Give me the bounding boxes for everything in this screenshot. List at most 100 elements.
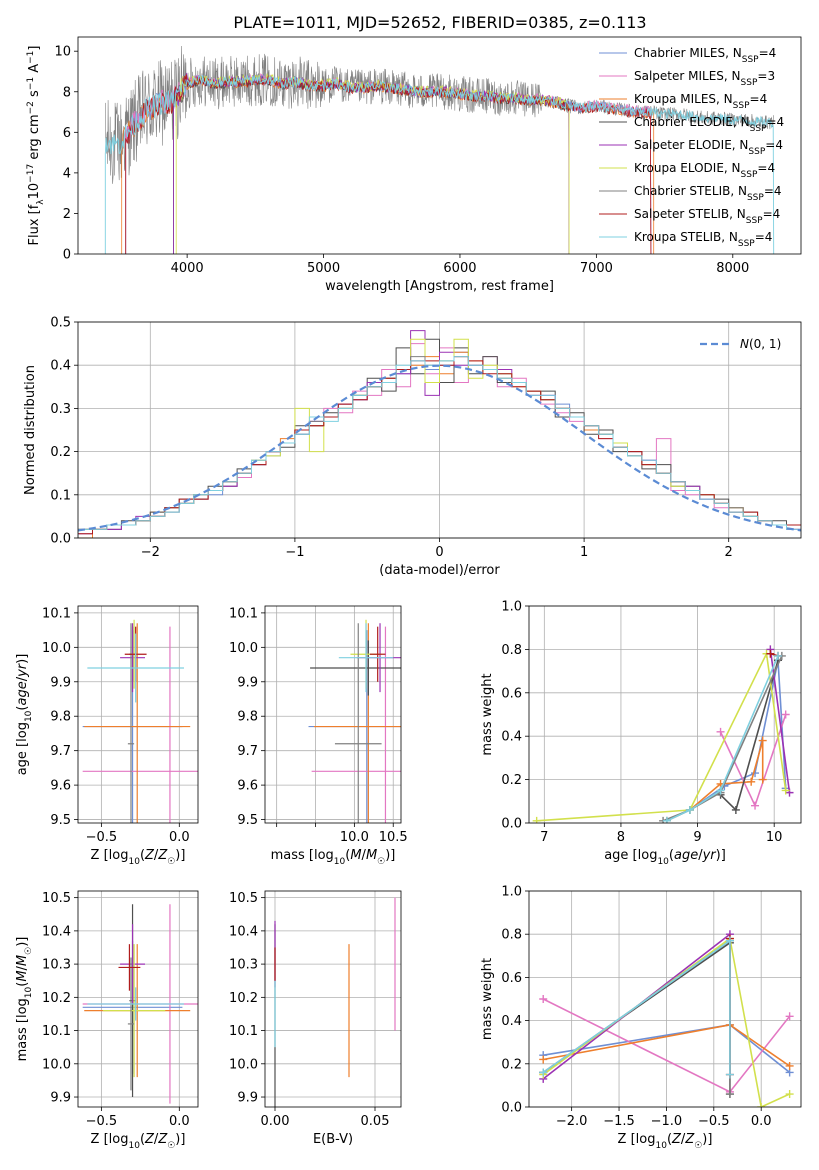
y-tick-label: 10.0: [42, 1057, 71, 1072]
y-tick-label: 0.1: [50, 488, 71, 503]
label-part: M: [15, 955, 30, 966]
panel-residuals: −2 −1 0 1 2 0.0 0.1 0.2 0.3 0.4 0.5 N(0, 1) (data-mo…: [23, 316, 802, 578]
label-part: mass weight: [480, 673, 495, 755]
label-part: 10: [657, 857, 669, 867]
weight-series-line: [662, 655, 783, 822]
weight-series-line: [769, 649, 791, 793]
label-part: SSP: [741, 78, 758, 88]
label-part: mass [log: [15, 998, 30, 1061]
x-axis-label: (data-model)/error: [379, 563, 500, 578]
label-part: =4: [750, 92, 768, 106]
x-tick-label: 0.0: [169, 830, 190, 845]
weight-marker: [785, 1090, 794, 1099]
y-tick-label: 0.8: [501, 928, 522, 943]
x-tick-label: 10.5: [379, 830, 408, 845]
x-tick-label: 2: [725, 545, 733, 560]
label-part: 10: [27, 183, 42, 200]
label-part: /: [362, 848, 367, 863]
label-part: wavelength [Angstrom, rest frame]: [325, 279, 554, 294]
y-tick-label: 0.0: [501, 817, 522, 832]
y-tick-label: 0.4: [50, 359, 71, 374]
weight-marker: [539, 995, 548, 1003]
y-tick-label: 4: [63, 166, 71, 181]
y-tick-label: 10.0: [229, 641, 258, 656]
weight-series-line: [542, 939, 731, 1094]
label-part: SSP: [748, 147, 765, 157]
y-tick-label: 10: [54, 45, 71, 60]
x-tick-label: 0.0: [751, 1114, 772, 1129]
label-part: (: [669, 848, 674, 863]
label-part: s: [27, 90, 42, 101]
label-part: mass weight: [480, 958, 495, 1040]
label-part: )]: [702, 1132, 712, 1147]
label-part: 10: [334, 857, 346, 867]
weight-marker: [539, 1055, 548, 1064]
weight-series-line: [666, 740, 764, 822]
y-tick-label: 0.2: [501, 773, 522, 788]
y-tick-label: 10.1: [42, 606, 71, 621]
label-part: (: [15, 706, 30, 711]
axes-frame: [77, 890, 199, 1108]
label-part: (: [667, 1132, 672, 1147]
plot-area: [78, 330, 801, 538]
label-part: Chabrier MILES, N: [634, 46, 742, 60]
y-tick-label: 9.9: [50, 675, 71, 690]
label-part: Flux [f: [27, 204, 42, 245]
weight-marker: [781, 786, 790, 795]
y-tick-label: 0.8: [501, 643, 522, 658]
label-part: (0, 1): [749, 337, 781, 351]
label-part: =3: [757, 69, 775, 83]
label-part: Z: [157, 848, 168, 863]
y-tick-label: 10.3: [42, 958, 71, 973]
x-axis-label: Z [log10(Z/Z☉)]: [91, 1132, 186, 1151]
label-part: )]: [385, 848, 395, 863]
label-part: Salpeter STELIB, N: [634, 207, 746, 221]
weight-marker: [532, 816, 541, 823]
label-part: age [log: [15, 722, 30, 775]
x-axis-label: Z [log10(Z/Z☉)]: [91, 848, 186, 867]
label-part: (: [140, 848, 145, 863]
label-part: ☉: [377, 857, 385, 867]
weight-marker: [725, 936, 734, 945]
label-part: E(B-V): [313, 1132, 353, 1147]
weight-marker: [757, 1103, 766, 1107]
label-part: /: [15, 965, 30, 970]
label-part: Z [log: [618, 1132, 656, 1147]
histogram-series: [78, 356, 801, 538]
label-part: Salpeter MILES, N: [634, 69, 741, 83]
label-part: SSP: [738, 239, 755, 249]
y-tick-label: 0.6: [501, 686, 522, 701]
y-tick-label: 10.2: [42, 991, 71, 1006]
legend-entry: Chabrier STELIB, NSSP=4: [634, 184, 782, 203]
y-tick-label: 10.4: [229, 924, 258, 939]
y-tick-label: 10.0: [42, 641, 71, 656]
label-part: /: [698, 848, 703, 863]
label-part: /: [681, 1132, 686, 1147]
label-part: Kroupa ELODIE, N: [634, 161, 741, 175]
x-tick-label: 8000: [716, 261, 749, 276]
x-tick-label: 7: [540, 830, 548, 845]
label-part: Normed distribution: [23, 365, 38, 495]
label-part: (data-model)/error: [379, 563, 500, 578]
y-tick-label: 9.9: [50, 1091, 71, 1106]
label-part: Chabrier ELODIE, N: [634, 115, 750, 129]
y-tick-label: 2: [63, 207, 71, 222]
label-part: age: [674, 848, 698, 863]
weight-series-line: [666, 660, 787, 822]
weight-marker: [758, 775, 767, 784]
y-axis-label: age [log10(age/yr)]: [15, 654, 34, 776]
x-tick-label: 5000: [307, 261, 340, 276]
label-part: SSP: [733, 101, 750, 111]
axes-frame: [264, 605, 402, 824]
label-part: SSP: [742, 55, 759, 65]
label-part: 10: [128, 1141, 140, 1151]
label-part: Z [log: [91, 1132, 129, 1147]
label-part: =4: [764, 184, 782, 198]
label-part: −1: [26, 77, 36, 90]
y-tick-label: 0.2: [501, 1057, 522, 1072]
label-part: λ: [36, 199, 46, 205]
x-tick-label: −1.0: [651, 1114, 683, 1129]
legend-entry: Chabrier MILES, NSSP=4: [634, 46, 776, 65]
y-tick-label: 8: [63, 85, 71, 100]
label-part: −2: [26, 101, 36, 114]
